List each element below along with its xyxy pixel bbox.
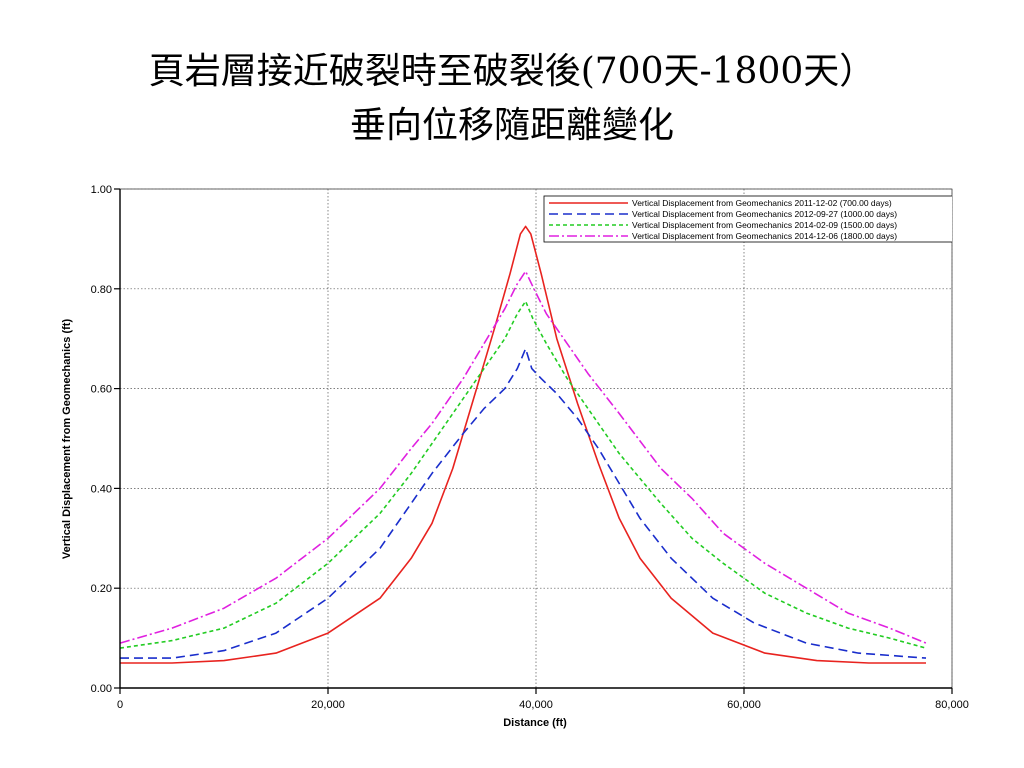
y-tick-label: 0.80: [91, 284, 112, 296]
x-tick-label: 40,000: [519, 699, 553, 711]
series-layer: [119, 225, 927, 664]
series-line-2: [120, 347, 927, 659]
y-tick-label: 0.60: [91, 384, 112, 396]
y-tick-label: 0.00: [91, 683, 112, 695]
slide-title-line-1: 頁岩層接近破裂時至破裂後(700天-1800天）: [148, 51, 876, 92]
legend-body: Vertical Displacement from Geomechanics …: [543, 195, 952, 243]
x-tick-label: 0: [117, 699, 123, 711]
x-tick-label: 60,000: [727, 699, 761, 711]
x-tick-label: 20,000: [311, 699, 345, 711]
series-line-3: [119, 300, 927, 649]
legend-label-4: Vertical Displacement from Geomechanics …: [632, 231, 897, 241]
y-tick-label: 0.40: [91, 483, 112, 495]
slide-title-line-2: 垂向位移隨距離變化: [349, 105, 674, 146]
x-tick-label: 80,000: [935, 699, 969, 711]
x-axis-label: Distance (ft): [503, 717, 567, 729]
chart-legend: Vertical Displacement from Geomechanics …: [543, 195, 952, 243]
y-tick-label: 1.00: [91, 184, 112, 196]
legend-label-2: Vertical Displacement from Geomechanics …: [632, 209, 897, 219]
legend-label-1: Vertical Displacement from Geomechanics …: [632, 198, 892, 208]
y-axis-label: Vertical Displacement from Geomechanics …: [61, 319, 73, 560]
grid-layer: [119, 188, 953, 689]
axes-layer: 0 20,000 40,000 60,000 80,000 0.00 0.20 0.40 0.6…: [91, 184, 969, 711]
legend-label-3: Vertical Displacement from Geomechanics …: [632, 220, 897, 230]
y-tick-label: 0.20: [91, 583, 112, 595]
series-line-1: [120, 225, 926, 664]
series-line-4: [119, 270, 927, 644]
